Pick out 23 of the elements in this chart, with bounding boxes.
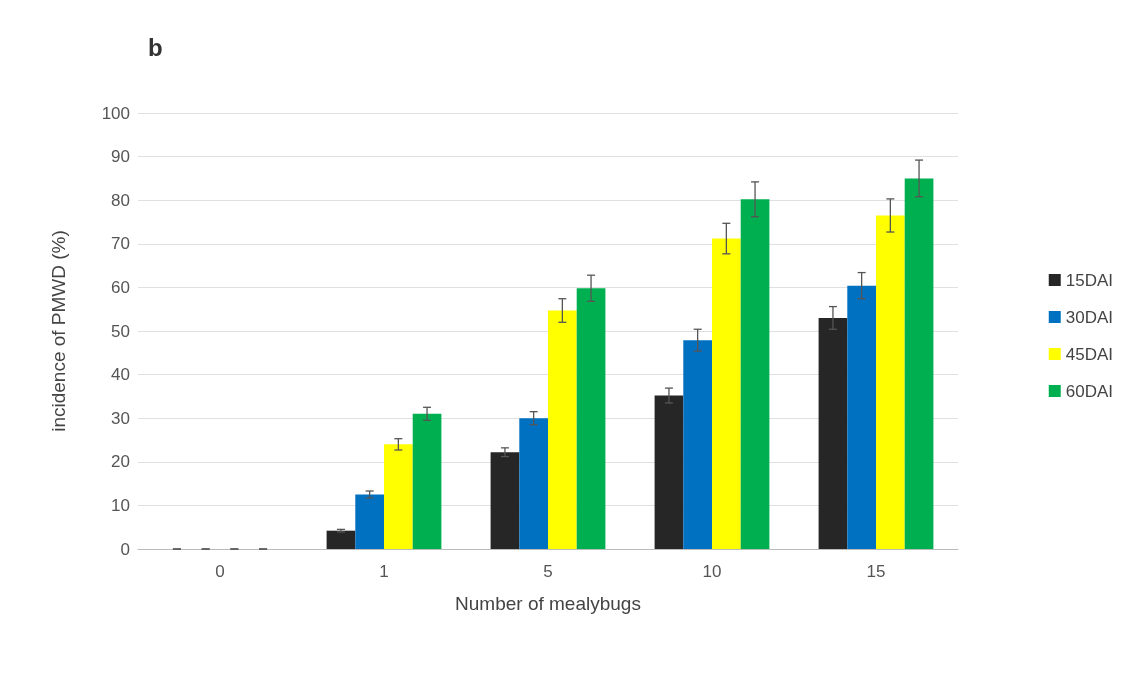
x-tick-label: 10 <box>702 562 722 581</box>
y-tick-label: 90 <box>111 147 130 167</box>
x-tick-label: 15 <box>866 562 886 581</box>
chart-title: b <box>148 33 163 61</box>
y-tick-label: 40 <box>111 365 130 385</box>
legend-label: 30DAI <box>1065 307 1113 327</box>
y-tick-label: 60 <box>111 277 130 297</box>
y-tick-label: 0 <box>120 539 130 559</box>
y-tick-label: 30 <box>111 408 130 428</box>
y-tick-label: 50 <box>111 321 130 341</box>
x-axis-title: Number of mealybugs <box>455 593 641 614</box>
y-tick-label: 70 <box>111 234 130 254</box>
x-tick-label: 5 <box>543 562 553 581</box>
legend-label: 45DAI <box>1065 344 1113 364</box>
legend-label: 60DAI <box>1065 381 1113 401</box>
y-tick-label: 10 <box>111 495 130 515</box>
x-tick-label: 1 <box>379 562 389 581</box>
y-tick-label: 80 <box>111 190 130 210</box>
legend-label: 15DAI <box>1065 270 1113 290</box>
y-tick-label: 20 <box>111 452 130 472</box>
y-tick-label: 100 <box>101 103 130 123</box>
y-axis-title: incidence of PMWD (%) <box>48 230 69 432</box>
x-tick-label: 0 <box>215 562 225 581</box>
